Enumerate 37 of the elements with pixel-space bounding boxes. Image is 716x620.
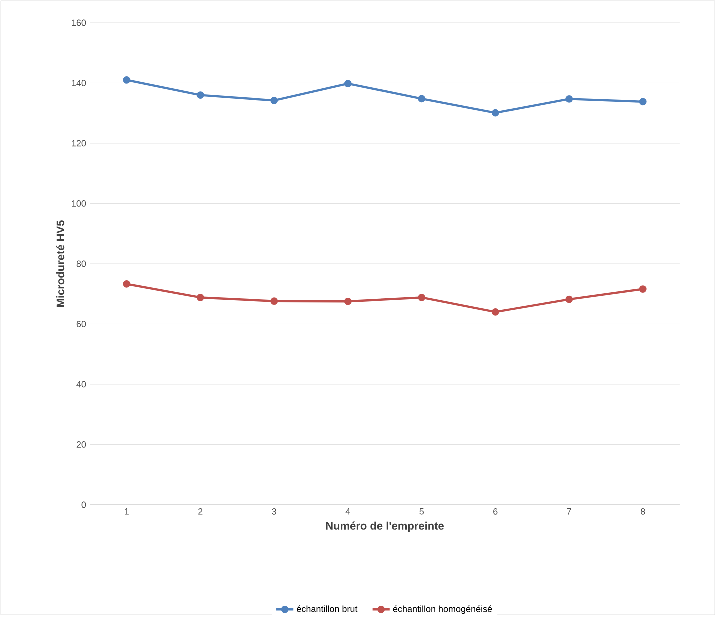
point bbox=[418, 95, 426, 103]
x-tick-label: 3 bbox=[272, 508, 276, 515]
point bbox=[418, 294, 426, 302]
y-tick-label: 60 bbox=[76, 321, 86, 328]
x-tick-label: 1 bbox=[125, 508, 129, 515]
y-tick-label: 100 bbox=[72, 200, 86, 207]
y-axis-title: Microdureté HV5 bbox=[56, 220, 65, 307]
legend-label: échantillon homogénéisé bbox=[393, 606, 492, 614]
y-tick-label: 160 bbox=[72, 20, 86, 26]
x-tick-label: 6 bbox=[494, 508, 498, 515]
x-tick-label: 7 bbox=[567, 508, 572, 515]
x-tick-label: 5 bbox=[420, 508, 424, 515]
x-tick-label: 4 bbox=[346, 508, 350, 515]
point bbox=[123, 280, 131, 288]
legend-label: échantillon brut bbox=[297, 606, 358, 612]
point bbox=[270, 298, 278, 306]
point bbox=[492, 109, 500, 117]
point bbox=[196, 92, 204, 99]
point bbox=[123, 76, 131, 84]
x-axis-title: Numéro de l'empreinte bbox=[326, 522, 444, 532]
y-tick-label: 20 bbox=[76, 442, 86, 448]
y-tick-label: 140 bbox=[72, 80, 86, 86]
point bbox=[639, 98, 647, 106]
x-tick-label: 8 bbox=[641, 508, 646, 515]
point bbox=[196, 294, 204, 302]
y-tick-label: 120 bbox=[72, 140, 86, 147]
point bbox=[639, 286, 647, 293]
point bbox=[270, 97, 278, 104]
y-tick-label: 40 bbox=[76, 381, 86, 388]
point bbox=[566, 96, 574, 103]
point bbox=[344, 80, 352, 88]
y-tick-label: 80 bbox=[76, 260, 86, 268]
point bbox=[492, 308, 500, 316]
point bbox=[344, 298, 352, 306]
point bbox=[566, 296, 574, 304]
x-tick-label: 2 bbox=[198, 508, 203, 515]
y-tick-label: 0 bbox=[82, 502, 86, 508]
